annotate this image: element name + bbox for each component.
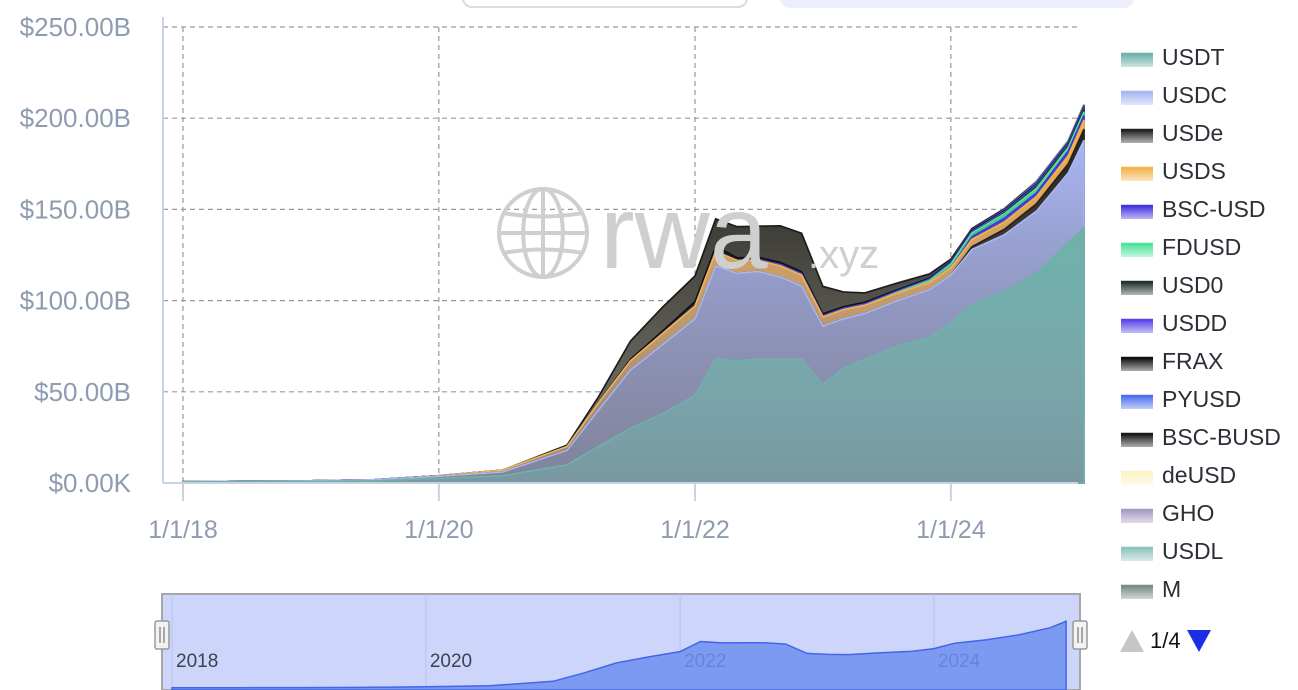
y-tick-label: $200.00B: [20, 103, 131, 133]
legend-swatch: [1121, 320, 1153, 333]
legend-label: PYUSD: [1162, 386, 1241, 412]
watermark-suffix: .xyz: [808, 233, 879, 277]
series-areas: [182, 103, 1085, 484]
legend-item-usdc[interactable]: USDC: [1121, 82, 1227, 108]
legend-item-usdd[interactable]: USDD: [1121, 310, 1227, 336]
axes: $0.00K $50.00B $100.00B $150.00B $200.00B $25…: [20, 12, 1078, 544]
legend-item-gho[interactable]: GHO: [1121, 500, 1214, 526]
legend-swatch: [1121, 396, 1153, 409]
legend-label: USD0: [1162, 272, 1223, 298]
legend-swatch: [1121, 244, 1153, 257]
legend-swatch: [1121, 358, 1153, 371]
x-tick-label: 1/1/18: [148, 516, 218, 544]
legend-label: BSC-BUSD: [1162, 424, 1281, 450]
y-tick-label: $150.00B: [20, 194, 131, 224]
legend-label: USDC: [1162, 82, 1227, 108]
x-tick-label: 1/1/24: [916, 516, 986, 544]
legend-pager: 1/4: [1120, 628, 1211, 654]
legend-swatch: [1121, 92, 1153, 105]
legend-label: USDS: [1162, 158, 1226, 184]
y-tick-label: $0.00K: [49, 468, 132, 498]
legend-item-pyusd[interactable]: PYUSD: [1121, 386, 1241, 412]
legend-label: USDe: [1162, 120, 1223, 146]
top-control-left[interactable]: [462, 0, 748, 8]
legend-label: M: [1162, 576, 1181, 602]
legend-label: BSC-USD: [1162, 196, 1266, 222]
legend-item-fdusd[interactable]: FDUSD: [1121, 234, 1241, 260]
pager-label: 1/4: [1150, 628, 1181, 653]
legend-label: deUSD: [1162, 462, 1236, 488]
legend-swatch: [1121, 130, 1153, 143]
navigator-series: [171, 620, 1067, 690]
legend-item-bsc-usd[interactable]: BSC-USD: [1121, 196, 1266, 222]
legend-item-usde[interactable]: USDe: [1121, 120, 1223, 146]
navigator-tick-label: 2020: [430, 651, 472, 672]
legend-swatch: [1121, 586, 1153, 599]
navigator-tick-label: 2018: [176, 651, 218, 672]
legend-swatch: [1121, 434, 1153, 447]
watermark-text: rwa: [600, 175, 768, 291]
legend-item-frax[interactable]: FRAX: [1121, 348, 1223, 374]
legend-item-m[interactable]: M: [1121, 576, 1181, 602]
legend-item-usdl[interactable]: USDL: [1121, 538, 1224, 564]
legend-label: USDL: [1162, 538, 1224, 564]
legend-swatch: [1121, 282, 1153, 295]
legend-label: GHO: [1162, 500, 1214, 526]
legend-label: USDT: [1162, 44, 1225, 70]
legend-swatch: [1121, 548, 1153, 561]
legend-item-usdt[interactable]: USDT: [1121, 44, 1225, 70]
legend-swatch: [1121, 206, 1153, 219]
triangle-up-icon[interactable]: [1120, 630, 1144, 652]
legend: USDT USDC USDe USDS BSC-USD FDUSD USD0 USDD FRAX…: [1121, 44, 1281, 602]
watermark: rwa .xyz: [497, 175, 879, 291]
legend-label: USDD: [1162, 310, 1227, 336]
range-navigator[interactable]: 2018202020222024: [154, 593, 1088, 690]
legend-item-usd0[interactable]: USD0: [1121, 272, 1223, 298]
navigator-handle-right[interactable]: [1072, 620, 1088, 650]
legend-swatch: [1121, 54, 1153, 67]
navigator-handle-left[interactable]: [154, 620, 170, 650]
globe-icon: [497, 187, 589, 279]
legend-swatch: [1121, 168, 1153, 181]
y-tick-label: $50.00B: [34, 377, 131, 407]
legend-label: FDUSD: [1162, 234, 1241, 260]
top-control-right[interactable]: [780, 0, 1134, 8]
y-tick-label: $100.00B: [20, 286, 131, 316]
area-usdt[interactable]: [182, 225, 1085, 484]
legend-item-bsc-busd[interactable]: BSC-BUSD: [1121, 424, 1281, 450]
x-tick-label: 1/1/20: [404, 516, 474, 544]
legend-swatch: [1121, 472, 1153, 485]
y-tick-label: $250.00B: [20, 12, 131, 42]
legend-item-deusd[interactable]: deUSD: [1121, 462, 1236, 488]
triangle-down-icon[interactable]: [1186, 630, 1211, 652]
legend-swatch: [1121, 510, 1153, 523]
legend-label: FRAX: [1162, 348, 1223, 374]
legend-item-usds[interactable]: USDS: [1121, 158, 1226, 184]
x-tick-label: 1/1/22: [660, 516, 730, 544]
